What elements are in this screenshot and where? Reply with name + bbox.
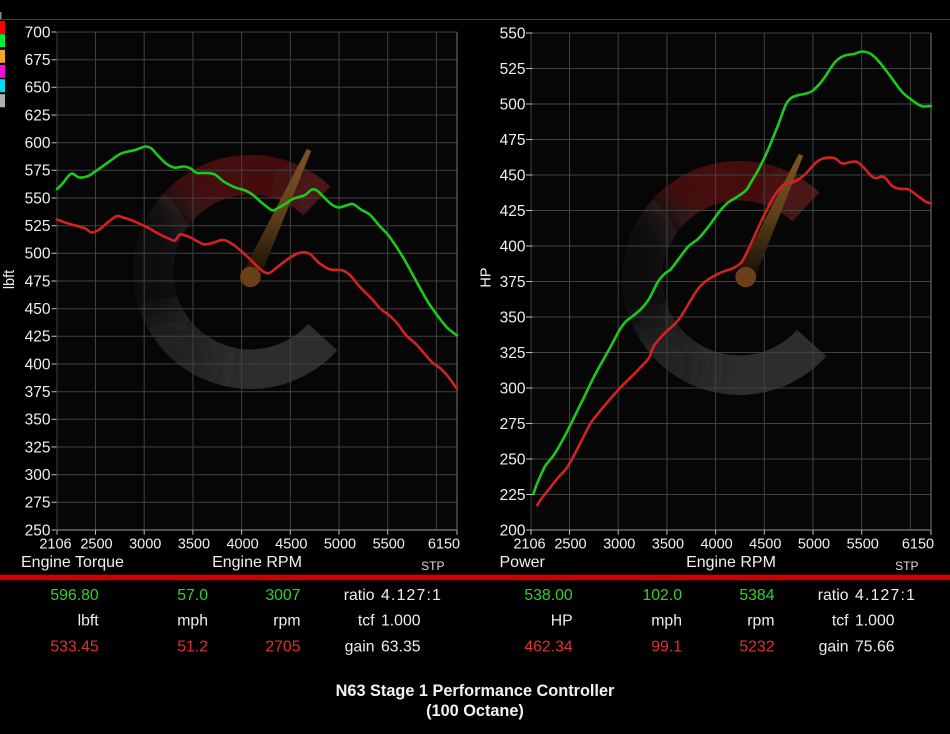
svg-text:450: 450 bbox=[25, 301, 51, 318]
svg-text:STP: STP bbox=[895, 559, 918, 573]
svg-text:4.127:1: 4.127:1 bbox=[855, 587, 916, 604]
svg-text:538.00: 538.00 bbox=[524, 587, 573, 604]
svg-text:ratio: ratio bbox=[344, 587, 375, 604]
svg-text:225: 225 bbox=[500, 487, 526, 504]
svg-text:2500: 2500 bbox=[554, 537, 586, 553]
svg-text:102.0: 102.0 bbox=[642, 587, 682, 604]
svg-text:Engine RPM: Engine RPM bbox=[212, 554, 302, 571]
svg-text:275: 275 bbox=[500, 416, 526, 433]
svg-text:425: 425 bbox=[25, 329, 51, 346]
svg-text:500: 500 bbox=[25, 246, 51, 263]
svg-text:3500: 3500 bbox=[652, 537, 684, 553]
svg-text:Engine RPM: Engine RPM bbox=[686, 554, 776, 571]
svg-text:4.127:1: 4.127:1 bbox=[381, 587, 442, 604]
svg-text:462.34: 462.34 bbox=[524, 638, 573, 655]
svg-text:mph: mph bbox=[177, 613, 208, 630]
svg-text:325: 325 bbox=[25, 439, 51, 456]
svg-text:2500: 2500 bbox=[80, 537, 112, 553]
svg-text:275: 275 bbox=[25, 495, 51, 512]
svg-text:rpm: rpm bbox=[747, 613, 774, 630]
svg-text:650: 650 bbox=[25, 80, 51, 97]
svg-text:400: 400 bbox=[500, 238, 526, 255]
svg-text:(100 Octane): (100 Octane) bbox=[426, 702, 524, 720]
svg-text:450: 450 bbox=[500, 167, 526, 184]
svg-text:525: 525 bbox=[25, 218, 51, 235]
svg-text:1.000: 1.000 bbox=[855, 613, 895, 630]
svg-text:rpm: rpm bbox=[273, 613, 300, 630]
svg-text:ratio: ratio bbox=[818, 587, 849, 604]
svg-text:200: 200 bbox=[500, 522, 526, 539]
svg-text:375: 375 bbox=[500, 274, 526, 291]
svg-text:51.2: 51.2 bbox=[177, 638, 208, 655]
svg-text:gain: gain bbox=[345, 638, 375, 655]
svg-text:550: 550 bbox=[25, 190, 51, 207]
svg-text:550: 550 bbox=[500, 25, 526, 42]
svg-text:533.45: 533.45 bbox=[50, 638, 99, 655]
svg-text:5500: 5500 bbox=[373, 537, 405, 553]
svg-text:99.1: 99.1 bbox=[651, 638, 682, 655]
svg-text:6150: 6150 bbox=[428, 537, 460, 553]
svg-text:5500: 5500 bbox=[847, 537, 879, 553]
svg-text:HP: HP bbox=[551, 613, 573, 630]
svg-text:4000: 4000 bbox=[226, 537, 258, 553]
svg-text:400: 400 bbox=[25, 356, 51, 373]
svg-text:lbft: lbft bbox=[78, 613, 100, 630]
svg-text:250: 250 bbox=[500, 451, 526, 468]
svg-text:1.000: 1.000 bbox=[381, 613, 421, 630]
svg-text:3000: 3000 bbox=[129, 537, 161, 553]
svg-text:57.0: 57.0 bbox=[177, 587, 208, 604]
svg-text:625: 625 bbox=[25, 107, 51, 124]
svg-text:2106: 2106 bbox=[39, 537, 71, 553]
svg-text:HP: HP bbox=[479, 267, 495, 287]
svg-text:525: 525 bbox=[500, 61, 526, 78]
svg-text:5232: 5232 bbox=[739, 638, 774, 655]
svg-text:675: 675 bbox=[25, 52, 51, 69]
svg-text:375: 375 bbox=[25, 384, 51, 401]
svg-text:575: 575 bbox=[25, 163, 51, 180]
svg-text:2705: 2705 bbox=[265, 638, 300, 655]
svg-text:tcf: tcf bbox=[358, 613, 375, 630]
svg-text:STP: STP bbox=[421, 559, 444, 573]
svg-text:5000: 5000 bbox=[798, 537, 830, 553]
svg-text:300: 300 bbox=[500, 380, 526, 397]
svg-text:350: 350 bbox=[25, 412, 51, 429]
svg-text:5384: 5384 bbox=[739, 587, 774, 604]
svg-text:325: 325 bbox=[500, 345, 526, 362]
svg-text:mph: mph bbox=[651, 613, 682, 630]
svg-text:gain: gain bbox=[819, 638, 849, 655]
svg-text:250: 250 bbox=[25, 522, 51, 539]
svg-text:Power: Power bbox=[500, 554, 546, 571]
svg-text:3000: 3000 bbox=[603, 537, 635, 553]
svg-text:63.35: 63.35 bbox=[381, 638, 421, 655]
svg-text:lbft: lbft bbox=[2, 270, 18, 289]
svg-text:2106: 2106 bbox=[513, 537, 545, 553]
svg-text:425: 425 bbox=[500, 203, 526, 220]
svg-text:N63 Stage 1 Performance Contro: N63 Stage 1 Performance Controller bbox=[336, 682, 615, 700]
svg-text:350: 350 bbox=[500, 309, 526, 326]
svg-text:300: 300 bbox=[25, 467, 51, 484]
svg-text:3007: 3007 bbox=[265, 587, 300, 604]
svg-text:4000: 4000 bbox=[700, 537, 732, 553]
svg-text:3500: 3500 bbox=[178, 537, 210, 553]
svg-text:4500: 4500 bbox=[275, 537, 307, 553]
svg-text:500: 500 bbox=[500, 96, 526, 113]
svg-text:75.66: 75.66 bbox=[855, 638, 895, 655]
svg-text:700: 700 bbox=[25, 24, 51, 41]
svg-text:600: 600 bbox=[25, 135, 51, 152]
svg-text:475: 475 bbox=[500, 132, 526, 149]
svg-text:596.80: 596.80 bbox=[50, 587, 99, 604]
svg-text:tcf: tcf bbox=[832, 613, 849, 630]
svg-text:4500: 4500 bbox=[749, 537, 781, 553]
svg-text:475: 475 bbox=[25, 273, 51, 290]
svg-text:Engine Torque: Engine Torque bbox=[21, 554, 124, 571]
svg-text:5000: 5000 bbox=[324, 537, 356, 553]
svg-text:6150: 6150 bbox=[902, 537, 934, 553]
